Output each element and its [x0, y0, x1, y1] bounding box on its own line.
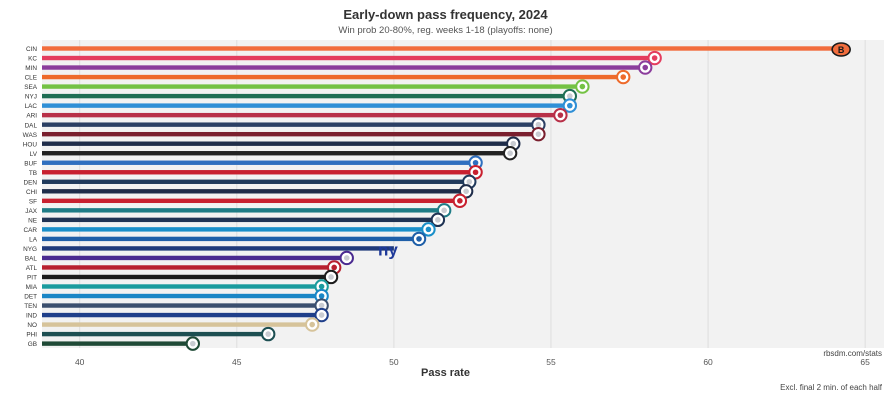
y-tick-label: LAC [25, 103, 38, 110]
bar [42, 293, 322, 299]
y-tick-label: LV [30, 151, 38, 158]
y-tick-label: DAL [25, 122, 38, 129]
bar [42, 65, 646, 70]
rams-logo [411, 231, 427, 247]
y-tick-label: DEN [24, 179, 38, 186]
y-tick-label: NE [28, 217, 37, 224]
bar [42, 217, 438, 223]
chart-title: Early-down pass frequency, 2024 [343, 7, 548, 22]
y-tick-label: KC [28, 56, 37, 63]
steelers-logo [323, 269, 339, 285]
y-tick-label: TEN [24, 303, 37, 310]
y-tick-label: WAS [23, 132, 37, 139]
y-tick-label: ATL [26, 265, 38, 272]
49ers-logo [452, 193, 468, 209]
bar [42, 331, 269, 337]
y-tick-label: MIN [25, 65, 37, 72]
browns-logo [616, 69, 631, 85]
vikings-logo [638, 60, 653, 75]
y-tick-label: LA [29, 237, 38, 244]
x-tick-label: 40 [75, 357, 85, 367]
y-tick-label: HOU [23, 141, 38, 148]
ravens-logo [339, 250, 354, 266]
bar [42, 55, 655, 61]
footnote: Excl. final 2 min. of each half [780, 383, 882, 392]
y-tick-label: NYJ [25, 94, 37, 101]
bar [42, 122, 539, 127]
logo-text: ny [378, 240, 398, 259]
x-tick-label: 50 [389, 357, 399, 367]
y-tick-label: IND [26, 313, 37, 320]
bar [42, 208, 445, 213]
y-tick-label: GB [28, 341, 37, 348]
source-note: rbsdm.com/stats [823, 349, 882, 358]
y-tick-label: CLE [25, 75, 37, 82]
panthers-logo [421, 222, 436, 237]
x-tick-label: 55 [546, 357, 556, 367]
y-tick-label: BAL [25, 256, 38, 263]
bar [42, 246, 394, 251]
bar [42, 255, 347, 261]
x-tick-label: 65 [860, 357, 870, 367]
giants-logo: ny [378, 240, 398, 259]
y-tick-label: CIN [26, 46, 37, 53]
bar [42, 93, 570, 99]
y-tick-label: PIT [27, 275, 37, 282]
y-tick-label: ARI [26, 113, 37, 120]
y-tick-label: CHI [26, 189, 37, 196]
x-tick-label: 60 [703, 357, 713, 367]
chargers-logo [562, 98, 578, 113]
y-tick-label: SEA [24, 84, 38, 91]
chart-subtitle: Win prob 20-80%, reg. weeks 1-18 (playof… [338, 25, 553, 36]
bar [42, 179, 470, 184]
x-tick-label: 45 [232, 357, 242, 367]
y-tick-label: PHI [26, 332, 37, 339]
y-tick-label: DET [24, 294, 37, 301]
y-tick-label: NO [27, 322, 37, 329]
y-tick-label: JAX [25, 208, 37, 215]
y-tick-label: TB [29, 170, 37, 177]
chiefs-logo [647, 50, 662, 66]
bar [42, 341, 193, 346]
saints-logo [304, 317, 320, 332]
bar [42, 46, 844, 51]
y-tick-label: CAR [24, 227, 38, 234]
bar [42, 227, 429, 232]
eagles-logo [261, 326, 276, 342]
packers-logo [185, 336, 201, 351]
bar [42, 189, 467, 194]
bar [42, 141, 514, 146]
bar [42, 160, 476, 165]
bar [42, 322, 313, 327]
bar [42, 198, 460, 204]
seahawks-logo [575, 79, 590, 94]
cardinals-logo [553, 107, 568, 123]
y-tick-label: BUF [24, 160, 37, 167]
bar [42, 274, 332, 280]
colts-logo [314, 307, 329, 323]
bar [42, 170, 476, 175]
bar [42, 151, 511, 156]
bar [42, 312, 322, 318]
y-tick-label: NYG [23, 246, 37, 253]
bar [42, 112, 561, 118]
y-tick-label: SF [29, 198, 37, 205]
bar [42, 131, 539, 137]
bar [42, 84, 583, 89]
bar [42, 265, 335, 270]
bar [42, 303, 322, 308]
bengals-logo: B [831, 42, 851, 57]
x-axis-label: Pass rate [421, 367, 470, 379]
bar [42, 103, 570, 108]
raiders-logo [502, 146, 518, 161]
bar [42, 74, 624, 80]
bar [42, 236, 420, 242]
y-tick-label: MIA [26, 284, 38, 291]
bar [42, 284, 322, 289]
commanders-logo [531, 126, 546, 142]
patriots-logo [430, 212, 446, 228]
logo-text: B [838, 45, 845, 55]
